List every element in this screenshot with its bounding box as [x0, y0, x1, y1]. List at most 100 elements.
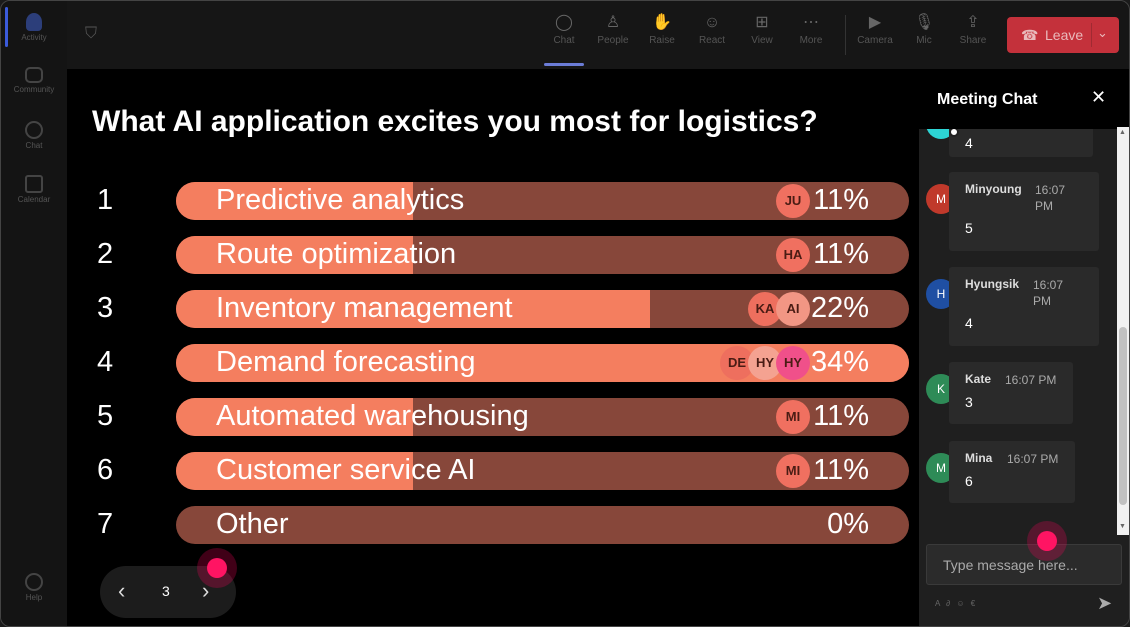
avatar-initial: M: [936, 461, 946, 475]
option-bar-fill: [176, 182, 414, 220]
toolbar-more-button[interactable]: ⋯ More: [791, 13, 831, 46]
message-text: 3: [965, 394, 973, 410]
chevron-left-icon[interactable]: ‹: [118, 578, 126, 603]
phone-hangup-icon: ☎: [1021, 27, 1039, 43]
toolbar-mic-button[interactable]: 🎙 Mic: [904, 13, 944, 46]
toolbar-label: More: [799, 35, 823, 46]
grid-icon: ⊞: [755, 14, 769, 31]
message-bubble: 4: [949, 129, 1093, 157]
voter-avatar: HA: [776, 238, 810, 272]
emoji-icon[interactable]: ☺: [956, 599, 967, 608]
cursor-indicator: [197, 548, 237, 588]
rail-item-activity[interactable]: Activity: [1, 13, 67, 42]
format-toolbar: A ∂ ☺ €: [935, 599, 977, 608]
rail-item-chat[interactable]: Chat: [1, 121, 67, 150]
toolbar-active-indicator: [544, 63, 584, 66]
toolbar-react-button[interactable]: ☺ React: [692, 13, 732, 46]
option-bar: Route optimization HA 11%: [176, 236, 909, 274]
mic-icon: 🎙: [914, 14, 935, 31]
option-label: Inventory management: [216, 292, 513, 324]
option-number: 3: [97, 292, 114, 324]
toolbar-label: Mic: [916, 35, 932, 46]
toolbar-share-button[interactable]: ⇪ Share: [953, 13, 993, 46]
close-icon[interactable]: ✕: [1091, 87, 1107, 107]
message-author: Hyungsik: [965, 277, 1020, 291]
smile-icon: ☺: [703, 14, 721, 31]
poll-option-row[interactable]: 1 Predictive analytics JU 11%: [67, 182, 919, 220]
message-author: Kate: [965, 372, 992, 386]
option-label: Predictive analytics: [216, 184, 465, 216]
text-format-icon[interactable]: A: [935, 599, 942, 608]
option-percent: 34%: [810, 346, 869, 378]
rail-item-help[interactable]: Help: [1, 573, 67, 602]
bell-icon: [26, 13, 42, 31]
meeting-toolbar: ⛉ ◯ Chat ♙ People ✋ Raise ☺ React ⊞ View…: [67, 1, 1129, 69]
scroll-up-icon[interactable]: ▲: [1119, 129, 1126, 136]
option-percent: 11%: [813, 238, 869, 270]
toolbar-label: People: [597, 35, 629, 46]
toolbar-people-button[interactable]: ♙ People: [593, 13, 633, 46]
toolbar-label: React: [698, 35, 726, 46]
avatar: [926, 129, 956, 139]
chat-message-input[interactable]: [927, 545, 1117, 584]
poll-option-row[interactable]: 5 Automated warehousing MI 11%: [67, 398, 919, 436]
message-time: 16:07 PM: [1035, 183, 1066, 213]
rail-item-calendar[interactable]: Calendar: [1, 175, 67, 204]
poll-option-row[interactable]: 7 Other 0%: [67, 506, 919, 544]
chat-input-box: [926, 544, 1122, 585]
toolbar-label: Camera: [857, 35, 893, 46]
message-bubble: Minyoung 16:07 PM 5: [949, 172, 1099, 251]
option-bar-fill: [176, 236, 414, 274]
attach-icon[interactable]: ∂: [946, 599, 953, 608]
toolbar-camera-button[interactable]: ▶ Camera: [855, 13, 895, 46]
option-label: Other: [216, 508, 289, 540]
poll-option-row[interactable]: 6 Customer service AI MI 11%: [67, 452, 919, 490]
leave-button[interactable]: ☎ Leave ⌄: [1007, 17, 1119, 53]
gif-icon[interactable]: €: [970, 599, 978, 608]
left-rail: Activity Community Chat Calendar Help: [1, 1, 67, 626]
message-bubble: Mina 16:07 PM 6: [949, 441, 1075, 503]
toolbar-raise-button[interactable]: ✋ Raise: [642, 13, 682, 46]
avatar-initial: M: [936, 192, 946, 206]
option-label: Route optimization: [216, 238, 457, 270]
rail-item-community[interactable]: Community: [1, 67, 67, 94]
option-label: Demand forecasting: [216, 346, 476, 378]
toolbar-label: Share: [959, 35, 987, 46]
option-number: 6: [97, 454, 114, 486]
message-text: 4: [965, 135, 973, 151]
chat-icon: ◯: [555, 14, 573, 31]
status-dot: [949, 129, 959, 137]
rail-label: Community: [13, 85, 55, 94]
scrollbar-thumb[interactable]: [1119, 327, 1127, 505]
send-icon[interactable]: ➤: [1097, 593, 1113, 613]
option-number: 4: [97, 346, 114, 378]
rail-label: Help: [25, 593, 43, 602]
voter-avatar: JU: [776, 184, 810, 218]
message-author: Mina: [965, 451, 993, 465]
leave-divider: [1091, 23, 1092, 47]
poll-option-row[interactable]: 3 Inventory management KA AI 22%: [67, 290, 919, 328]
share-icon: ⇪: [966, 14, 980, 31]
message-text: 5: [965, 220, 973, 236]
people-icon: ♙: [605, 14, 621, 31]
voter-avatar: KA: [748, 292, 782, 326]
message-text: 4: [965, 315, 973, 331]
cursor-indicator: [1027, 521, 1067, 561]
toolbar-label: Raise: [649, 35, 675, 46]
option-number: 1: [97, 184, 114, 216]
chat-messages: 4 M Minyoung 16:07 PM 5 H Hyungsik: [919, 129, 1129, 535]
chevron-down-icon[interactable]: ⌄: [1097, 25, 1108, 40]
poll-option-row[interactable]: 4 Demand forecasting DE HY HY 34%: [67, 344, 919, 382]
toolbar-chat-button[interactable]: ◯ Chat: [544, 13, 584, 46]
option-bar: Customer service AI MI 11%: [176, 452, 909, 490]
poll-option-row[interactable]: 2 Route optimization HA 11%: [67, 236, 919, 274]
scroll-down-icon[interactable]: ▼: [1119, 523, 1126, 530]
voter-avatar: HY: [776, 346, 810, 380]
option-bar: Predictive analytics JU 11%: [176, 182, 909, 220]
chevron-right-icon[interactable]: ›: [202, 578, 210, 603]
avatar-initial: H: [936, 287, 946, 301]
toolbar-view-button[interactable]: ⊞ View: [742, 13, 782, 46]
shield-icon: ⛉: [85, 25, 98, 42]
chat-scrollbar[interactable]: ▲ ▼: [1117, 127, 1129, 535]
